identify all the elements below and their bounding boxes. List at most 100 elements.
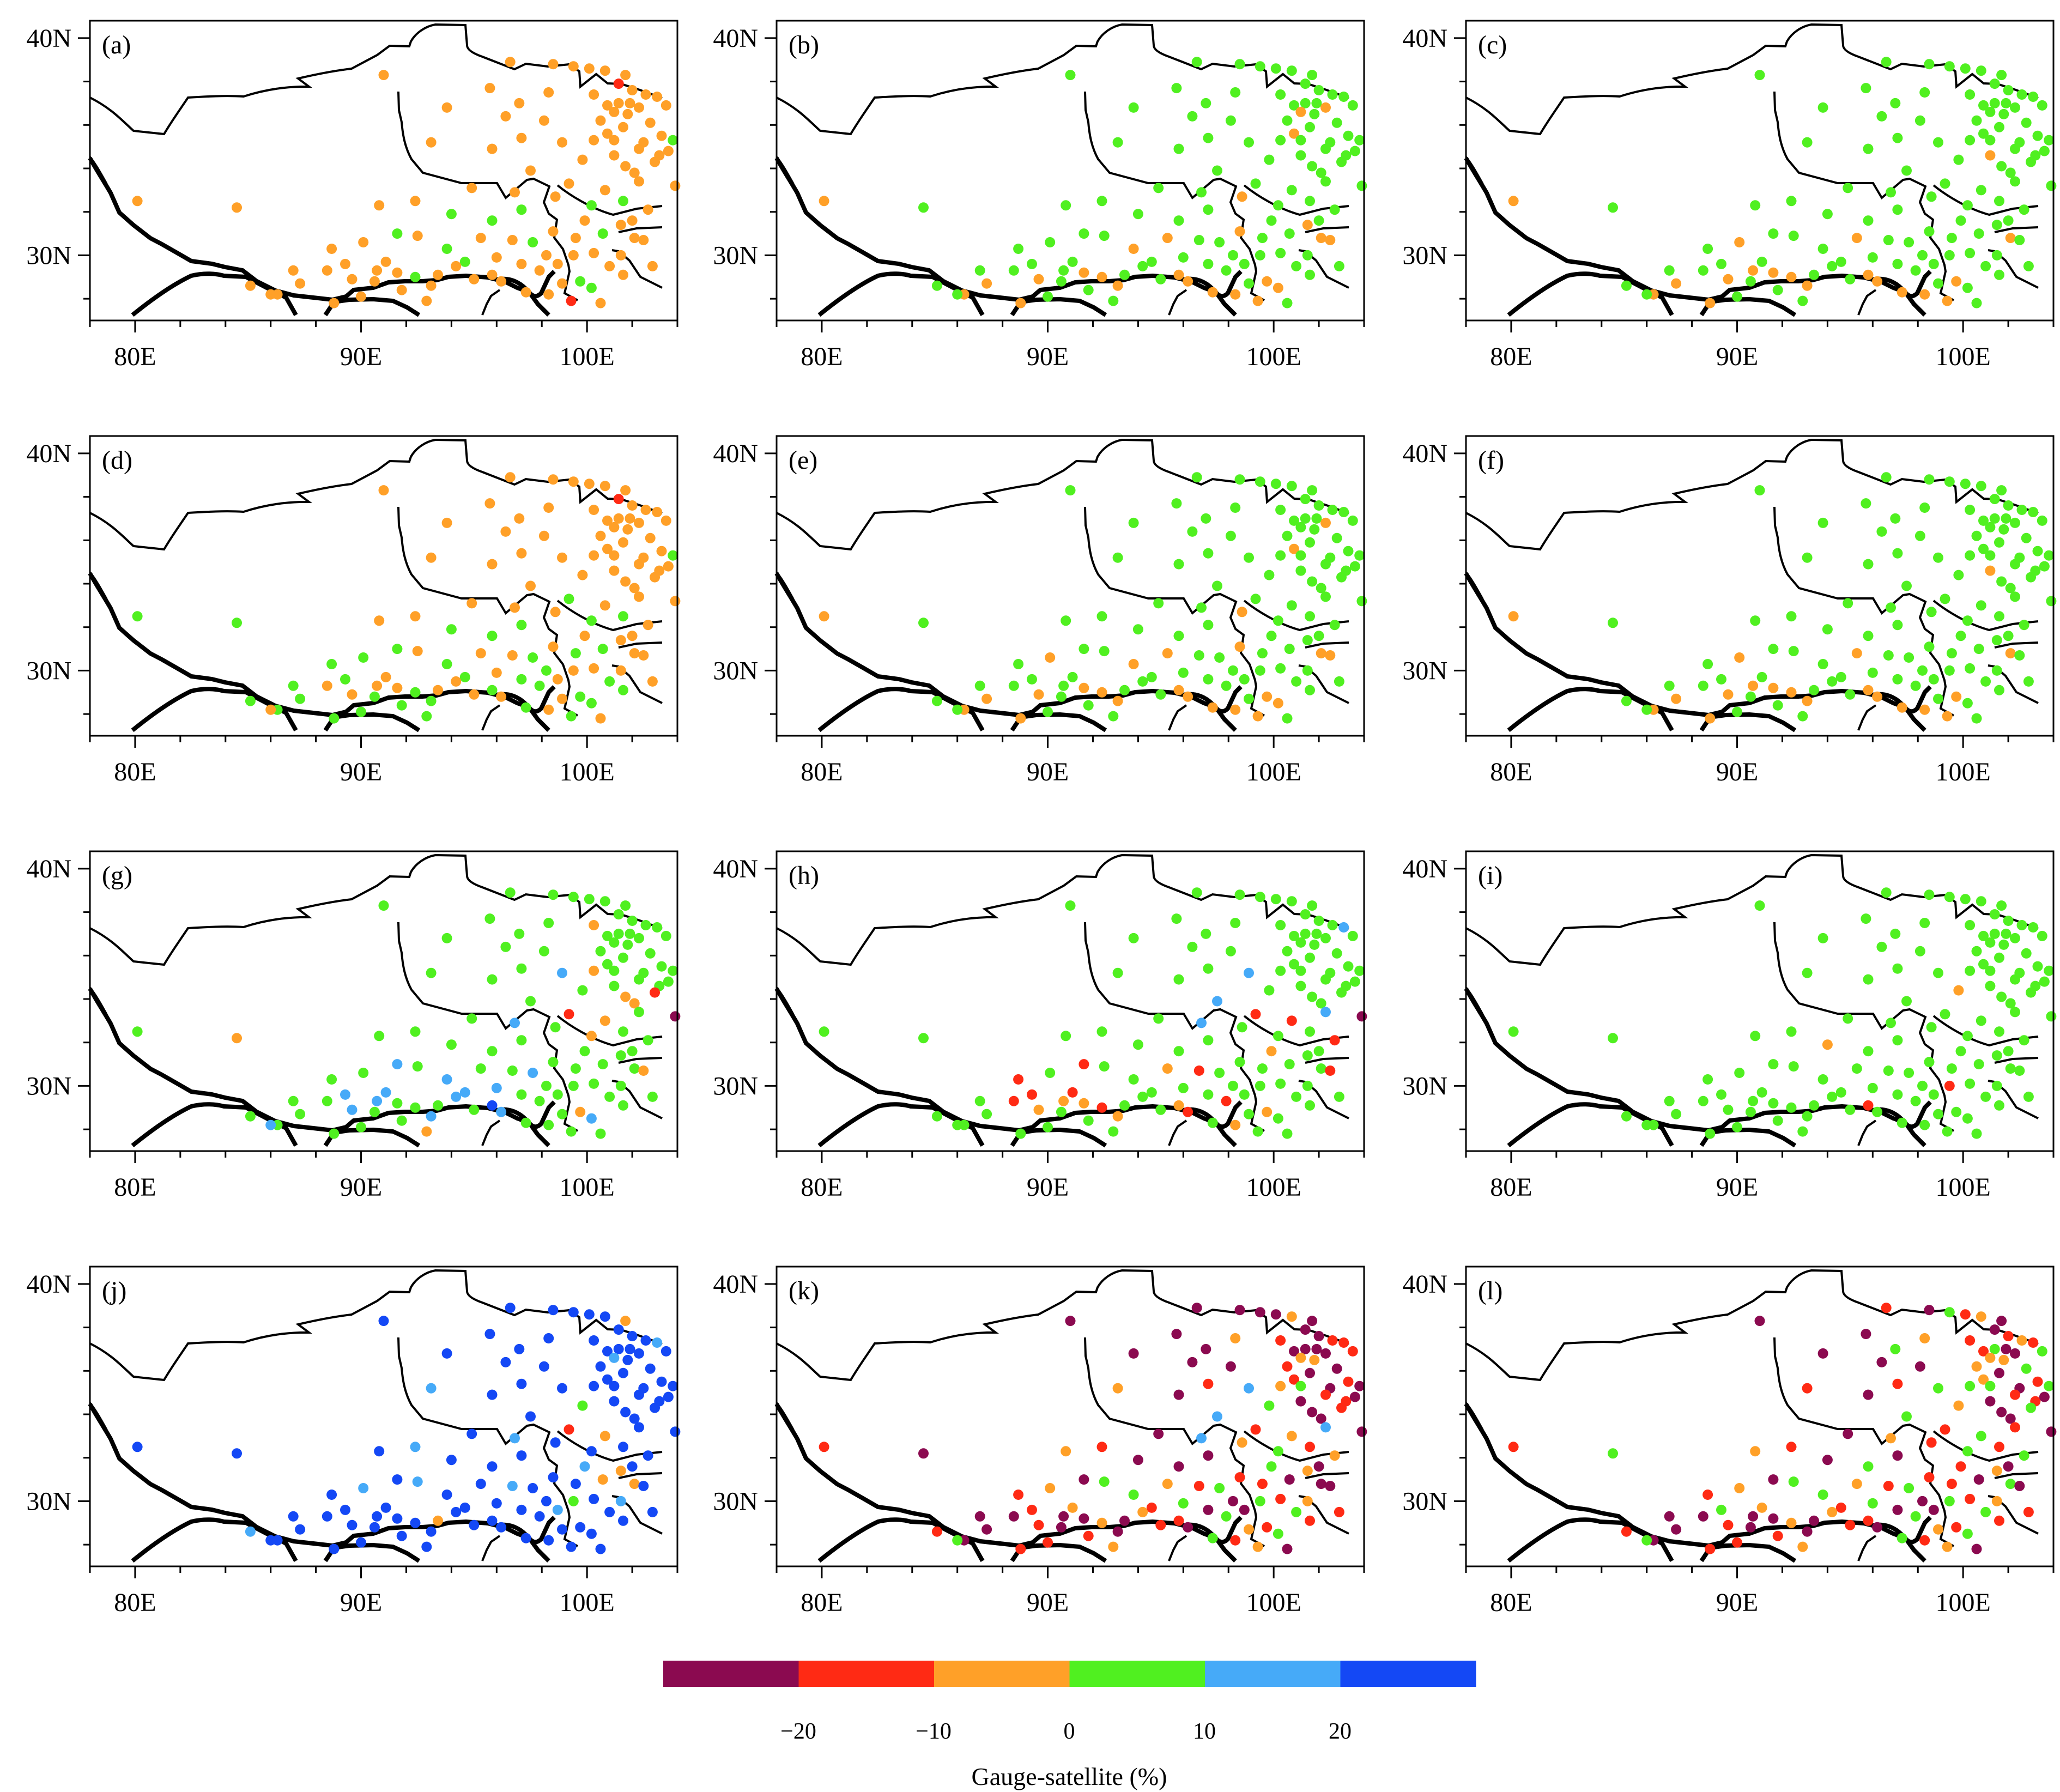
station-point [1989, 1324, 2000, 1335]
station-point [1985, 550, 1996, 561]
station-point [2023, 1091, 2034, 1102]
station-point [295, 1109, 306, 1119]
station-point [586, 1031, 597, 1042]
station-point [615, 1080, 626, 1091]
station-point [1214, 652, 1225, 663]
lon-tick-label: 100E [1246, 342, 1301, 371]
station-point [1980, 1091, 1991, 1102]
station-point [1112, 967, 1123, 978]
station-point [1768, 1474, 1779, 1485]
station-point [1237, 191, 1247, 202]
station-point [2001, 98, 2011, 108]
station-point [1275, 920, 1286, 930]
station-point [550, 1437, 561, 1448]
station-point [374, 200, 385, 211]
lon-tick-label: 90E [340, 758, 382, 786]
station-point [1734, 652, 1745, 663]
station-point [1320, 591, 1331, 602]
station-point [1291, 676, 1302, 687]
station-point [1203, 620, 1214, 631]
station-point [1173, 1461, 1184, 1472]
station-point [2010, 1348, 2020, 1359]
station-point [421, 1126, 432, 1137]
station-point [426, 280, 437, 291]
station-point [668, 550, 678, 561]
station-point [1994, 122, 2004, 132]
station-point [347, 689, 358, 700]
station-point [599, 896, 610, 907]
station-point [340, 674, 350, 685]
station-point [819, 1442, 829, 1452]
station-point [2021, 532, 2032, 543]
lat-tick-label: 40N [26, 855, 71, 883]
station-point [1132, 209, 1143, 220]
station-point [1307, 900, 1318, 911]
station-point [2037, 100, 2047, 111]
panel-frame [775, 435, 1365, 737]
station-point [288, 265, 299, 276]
lon-tick-label: 90E [340, 1588, 382, 1617]
station-point [516, 620, 527, 631]
station-point [1985, 1352, 1996, 1363]
station-point [1944, 892, 1955, 903]
lon-tick-label: 100E [1935, 342, 1990, 371]
station-point [586, 1113, 597, 1124]
station-point [1295, 937, 1306, 948]
station-point [380, 671, 391, 682]
station-point [613, 1324, 624, 1335]
colorbar-boxes [663, 1661, 1476, 1687]
station-point [566, 1541, 577, 1552]
station-point [1890, 1343, 1901, 1354]
station-point [410, 1102, 421, 1113]
station-point [1802, 137, 1813, 148]
station-point [634, 143, 644, 154]
station-point [1334, 676, 1344, 687]
station-point [634, 933, 644, 943]
station-point [618, 269, 628, 280]
station-point [620, 161, 631, 172]
station-point [1270, 1309, 1281, 1320]
station-point [1802, 280, 1813, 291]
station-point [1904, 652, 1914, 663]
station-point [1863, 974, 1874, 985]
colorbar-tick-label: −10 [916, 1719, 952, 1744]
station-point [1980, 676, 1991, 687]
station-point [1944, 1080, 1955, 1091]
station-point [1976, 481, 1986, 492]
station-point [2010, 143, 2020, 154]
colorbar-box [663, 1661, 799, 1687]
station-point [1772, 284, 1783, 295]
station-point [1835, 1502, 1846, 1513]
station-point [1212, 165, 1222, 176]
station-point [1861, 498, 1871, 509]
station-point [1191, 1303, 1202, 1313]
station-point [615, 635, 626, 646]
station-point [1641, 1535, 1652, 1546]
station-point [1962, 282, 1973, 293]
station-point [1096, 687, 1107, 698]
station-point [629, 1063, 640, 1074]
station-point [584, 894, 595, 905]
station-point [1962, 1113, 1973, 1124]
station-point [615, 250, 626, 261]
station-point [1994, 1026, 2004, 1037]
station-point [1845, 689, 1856, 700]
station-point [1827, 1506, 1838, 1517]
station-point [421, 711, 432, 722]
station-point [1996, 485, 2007, 496]
station-point [1732, 291, 1742, 302]
station-point [1313, 631, 1324, 641]
station-point [1996, 900, 2007, 911]
station-point [625, 928, 635, 939]
station-point [1843, 1013, 1853, 1024]
station-point [1302, 665, 1313, 676]
station-point [1897, 1533, 1907, 1543]
station-point [505, 887, 516, 898]
station-point [392, 1474, 403, 1485]
station-point [516, 548, 527, 559]
station-point [1300, 909, 1311, 920]
station-point [1058, 1095, 1069, 1106]
station-point [584, 1309, 595, 1320]
station-point [1273, 1113, 1283, 1124]
station-point [1883, 1065, 1894, 1076]
